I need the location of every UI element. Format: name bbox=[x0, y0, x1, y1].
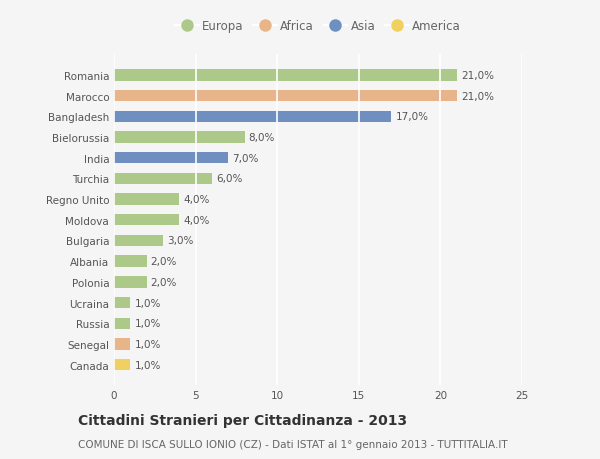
Text: 4,0%: 4,0% bbox=[184, 215, 210, 225]
Bar bbox=[114, 256, 146, 267]
Bar bbox=[114, 174, 212, 185]
Text: 6,0%: 6,0% bbox=[216, 174, 242, 184]
Bar bbox=[114, 297, 130, 308]
Text: 7,0%: 7,0% bbox=[232, 153, 259, 163]
Text: 1,0%: 1,0% bbox=[134, 360, 161, 370]
Bar bbox=[114, 339, 130, 350]
Bar bbox=[114, 318, 130, 329]
Bar bbox=[114, 112, 391, 123]
Text: 21,0%: 21,0% bbox=[461, 91, 494, 101]
Text: 8,0%: 8,0% bbox=[248, 133, 275, 143]
Bar bbox=[114, 132, 245, 143]
Text: 17,0%: 17,0% bbox=[395, 112, 428, 122]
Text: 2,0%: 2,0% bbox=[151, 277, 177, 287]
Bar bbox=[114, 91, 457, 102]
Bar bbox=[114, 235, 163, 246]
Text: 21,0%: 21,0% bbox=[461, 71, 494, 81]
Text: 4,0%: 4,0% bbox=[184, 195, 210, 205]
Bar bbox=[114, 153, 228, 164]
Text: 1,0%: 1,0% bbox=[134, 319, 161, 329]
Text: COMUNE DI ISCA SULLO IONIO (CZ) - Dati ISTAT al 1° gennaio 2013 - TUTTITALIA.IT: COMUNE DI ISCA SULLO IONIO (CZ) - Dati I… bbox=[78, 440, 508, 449]
Text: Cittadini Stranieri per Cittadinanza - 2013: Cittadini Stranieri per Cittadinanza - 2… bbox=[78, 414, 407, 428]
Text: 1,0%: 1,0% bbox=[134, 298, 161, 308]
Bar bbox=[114, 70, 457, 81]
Bar bbox=[114, 277, 146, 288]
Bar bbox=[114, 215, 179, 226]
Text: 1,0%: 1,0% bbox=[134, 339, 161, 349]
Text: 3,0%: 3,0% bbox=[167, 236, 193, 246]
Text: 2,0%: 2,0% bbox=[151, 257, 177, 267]
Bar bbox=[114, 194, 179, 205]
Bar bbox=[114, 359, 130, 370]
Legend: Europa, Africa, Asia, America: Europa, Africa, Asia, America bbox=[173, 18, 463, 36]
